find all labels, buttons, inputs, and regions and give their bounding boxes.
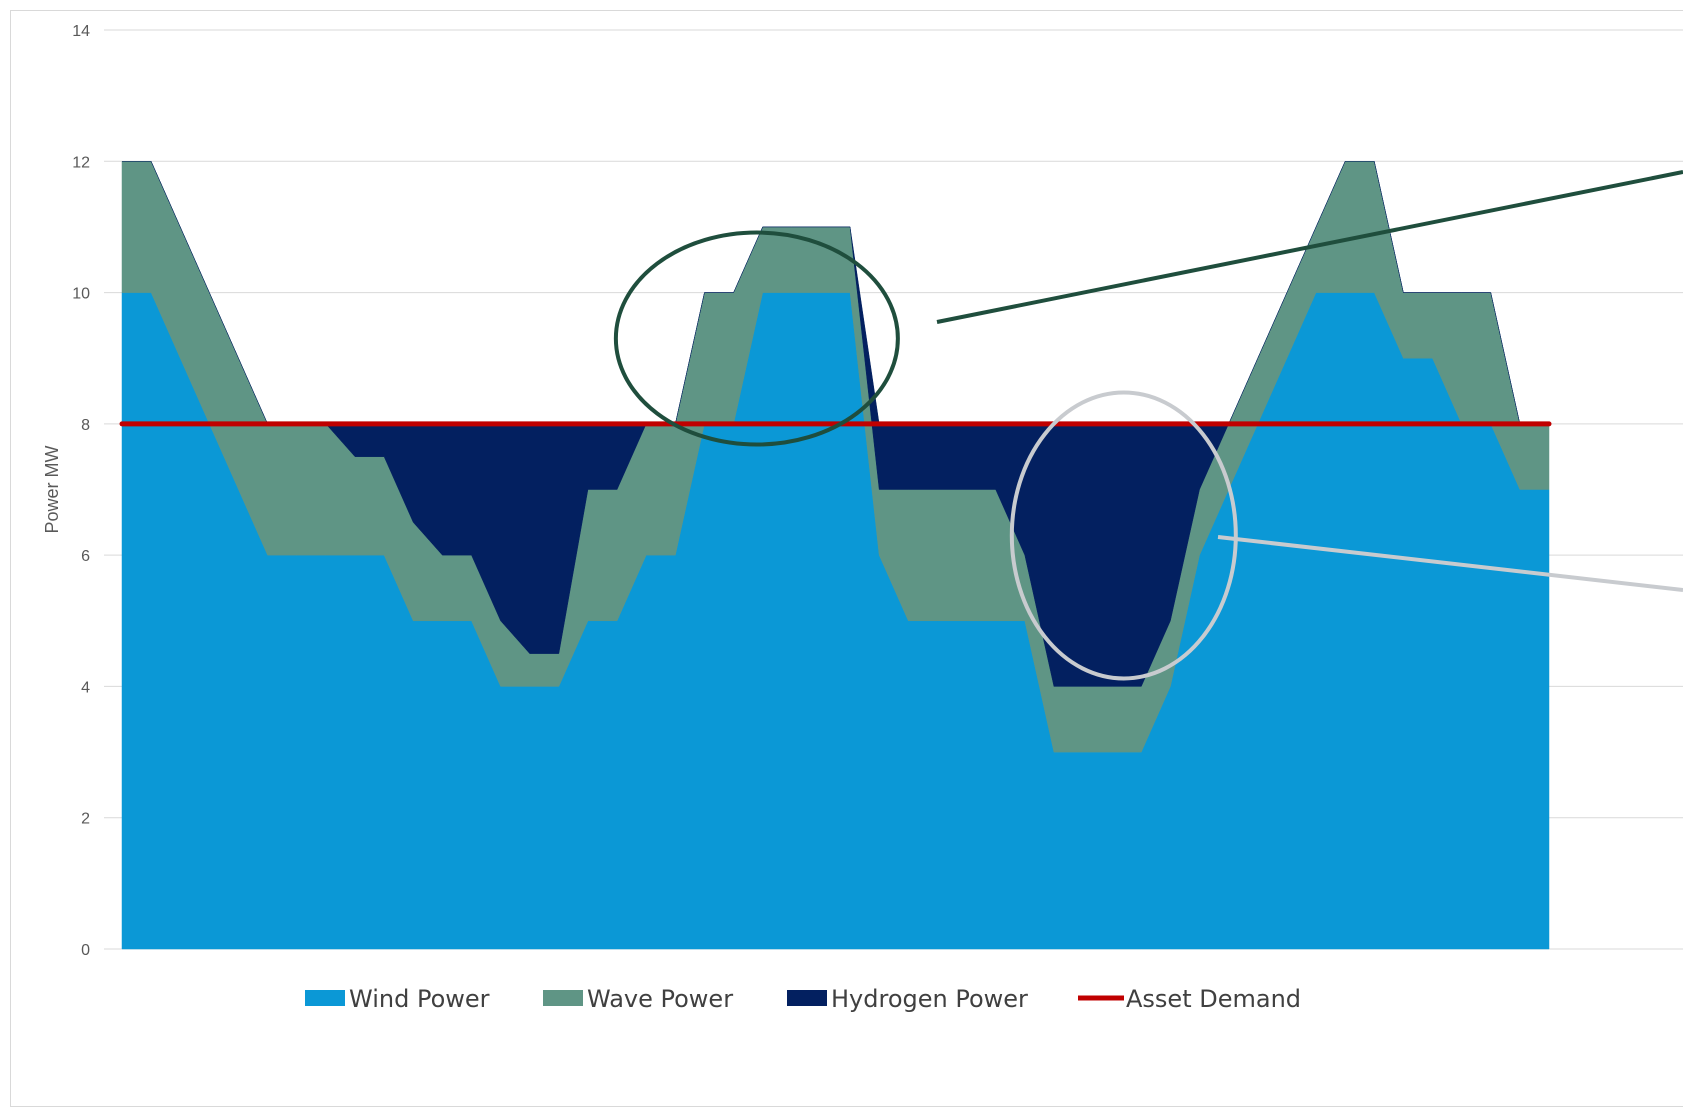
y-tick-label-10: 10 — [72, 286, 90, 303]
area-series — [121, 161, 1550, 950]
deficit-ellipse — [1009, 390, 1238, 681]
legend-label-hydrogen-power: Hydrogen Power — [831, 985, 1028, 1013]
y-tick-label-8: 8 — [81, 417, 90, 434]
legend-swatch-wave-power — [543, 990, 583, 1006]
surplus-leader-line — [936, 170, 1683, 324]
deficit-leader-line — [1217, 535, 1683, 592]
legend-item-wind-power: Wind Power — [305, 985, 490, 1013]
legend-swatch-hydrogen-power — [787, 990, 827, 1006]
legend-item-hydrogen-power: Hydrogen Power — [787, 985, 1028, 1013]
legend-label-wind-power: Wind Power — [349, 985, 490, 1013]
area-wind-power — [121, 292, 1550, 950]
y-tick-label-12: 12 — [72, 154, 90, 171]
surplus-ellipse — [613, 230, 900, 447]
y-tick-label-2: 2 — [81, 811, 90, 828]
legend-item-asset-demand: Asset Demand — [1078, 985, 1301, 1013]
legend-label-asset-demand: Asset Demand — [1126, 985, 1301, 1013]
legend-item-wave-power: Wave Power — [543, 985, 733, 1013]
y-tick-label-0: 0 — [81, 942, 90, 959]
legend-swatch-wind-power — [305, 990, 345, 1006]
y-tick-label-4: 4 — [81, 679, 90, 696]
y-axis-label: Power MW — [42, 445, 62, 533]
y-tick-label-6: 6 — [81, 548, 90, 565]
y-tick-label-14: 14 — [72, 23, 90, 40]
legend-label-wave-power: Wave Power — [587, 985, 733, 1013]
